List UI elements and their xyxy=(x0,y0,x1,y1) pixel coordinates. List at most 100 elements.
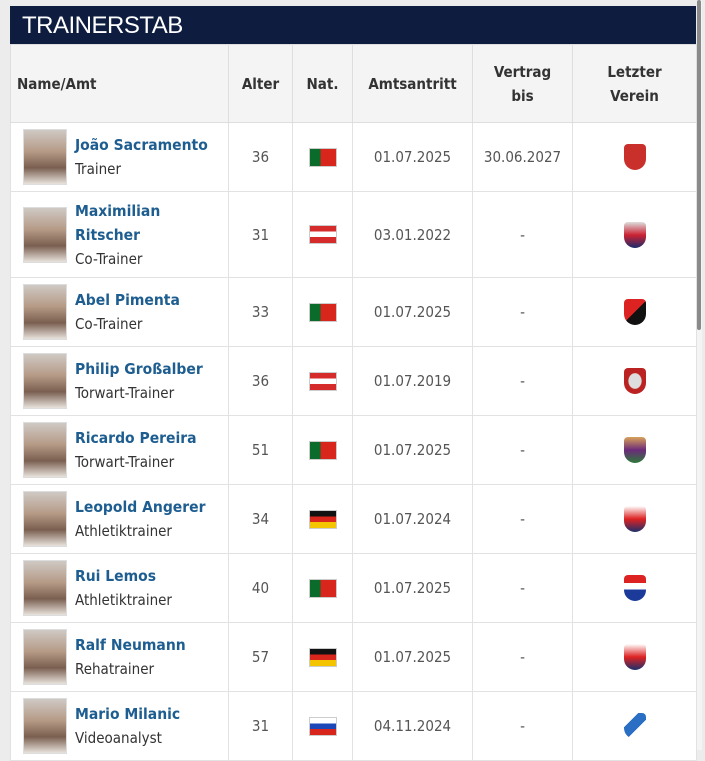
age-cell: 36 xyxy=(228,346,293,416)
contract-cell: - xyxy=(472,622,573,692)
red-blue-c-crest-icon[interactable] xyxy=(623,221,646,248)
staff-photo[interactable] xyxy=(23,284,67,340)
age-cell: 40 xyxy=(228,553,293,623)
age-cell: 33 xyxy=(228,277,293,347)
header-nat: Nat. xyxy=(292,44,353,123)
nat-cell xyxy=(292,415,353,485)
staff-name-link[interactable]: Maximilian Ritscher xyxy=(75,201,161,244)
contract-cell: - xyxy=(472,415,573,485)
staff-photo[interactable] xyxy=(23,491,67,547)
start-cell: 01.07.2025 xyxy=(352,277,473,347)
valladolid-crest-icon[interactable] xyxy=(623,437,646,463)
nat-cell xyxy=(292,191,353,278)
table-row: Abel Pimenta Co-Trainer 33 01.07.2025 - xyxy=(10,277,697,347)
nat-cell xyxy=(292,346,353,416)
age-cell: 51 xyxy=(228,415,293,485)
age-cell: 36 xyxy=(228,122,293,192)
staff-name-link[interactable]: Ricardo Pereira xyxy=(75,429,197,447)
name-cell: Ricardo Pereira Torwart-Trainer xyxy=(10,415,229,485)
staff-role: Videoanalyst xyxy=(75,729,162,747)
staff-name-link[interactable]: João Sacramento xyxy=(75,136,208,154)
staff-name-link[interactable]: Philip Großalber xyxy=(75,360,203,378)
staff-role: Torwart-Trainer xyxy=(75,384,175,402)
blue-swoosh-logo-icon[interactable] xyxy=(623,713,646,739)
staff-role: Rehatrainer xyxy=(75,660,155,678)
scrollbar-thumb[interactable] xyxy=(697,0,701,330)
last-club-cell xyxy=(572,277,697,347)
age-cell: 31 xyxy=(228,191,293,278)
nat-cell xyxy=(292,277,353,347)
header-name: Name/Amt xyxy=(10,44,229,123)
red-bull-crest-icon[interactable] xyxy=(623,644,646,670)
start-cell: 01.07.2025 xyxy=(352,553,473,623)
nat-cell xyxy=(292,691,353,761)
section-title: TRAINERSTAB xyxy=(10,6,696,44)
staff-role: Co-Trainer xyxy=(75,249,143,268)
contract-cell: - xyxy=(472,191,573,278)
name-cell: Rui Lemos Athletiktrainer xyxy=(10,553,229,623)
last-club-cell xyxy=(572,622,697,692)
staff-photo[interactable] xyxy=(23,560,67,616)
table-row: Mario Milanic Videoanalyst 31 04.11.2024… xyxy=(10,691,697,761)
portugal-flag-icon xyxy=(308,440,337,460)
lyon-crest-icon[interactable] xyxy=(623,575,646,601)
table-row: Maximilian Ritscher Co-Trainer 31 03.01.… xyxy=(10,191,697,278)
name-cell: João Sacramento Trainer xyxy=(10,122,229,192)
staff-name-link[interactable]: Abel Pimenta xyxy=(75,291,180,309)
name-cell: Ralf Neumann Rehatrainer xyxy=(10,622,229,692)
last-club-cell xyxy=(572,691,697,761)
staff-role: Athletiktrainer xyxy=(75,522,172,540)
staff-name-link[interactable]: Mario Milanic xyxy=(75,705,181,723)
portugal-flag-icon xyxy=(308,302,337,322)
staff-photo[interactable] xyxy=(23,629,67,685)
start-cell: 04.11.2024 xyxy=(352,691,473,761)
staff-role: Athletiktrainer xyxy=(75,591,172,609)
header-contract: Vertrag bis xyxy=(472,44,573,123)
portugal-flag-icon xyxy=(308,147,337,167)
germany-flag-icon xyxy=(308,647,337,667)
contract-cell: - xyxy=(472,346,573,416)
nat-cell xyxy=(292,484,353,554)
last-club-cell xyxy=(572,191,697,278)
last-club-cell xyxy=(572,346,697,416)
staff-name-link[interactable]: Rui Lemos xyxy=(75,567,157,585)
scrollbar-track[interactable] xyxy=(697,0,702,750)
name-cell: Philip Großalber Torwart-Trainer xyxy=(10,346,229,416)
red-shield-crest-icon[interactable] xyxy=(623,144,646,170)
start-cell: 03.01.2022 xyxy=(352,191,473,278)
table-header: Name/Amt Alter Nat. Amtsantritt Vertrag … xyxy=(10,44,697,123)
last-club-cell xyxy=(572,484,697,554)
staff-table: Name/Amt Alter Nat. Amtsantritt Vertrag … xyxy=(10,44,697,761)
staff-photo[interactable] xyxy=(23,698,67,754)
header-age: Alter xyxy=(228,44,293,123)
contract-cell: - xyxy=(472,277,573,347)
red-round-crest-icon[interactable] xyxy=(623,368,646,394)
red-bull-crest-icon[interactable] xyxy=(623,506,646,532)
name-cell: Abel Pimenta Co-Trainer xyxy=(10,277,229,347)
start-cell: 01.07.2025 xyxy=(352,122,473,192)
staff-photo[interactable] xyxy=(23,129,67,185)
staff-name-link[interactable]: Ralf Neumann xyxy=(75,636,186,654)
staff-role: Torwart-Trainer xyxy=(75,453,175,471)
last-club-cell xyxy=(572,553,697,623)
name-cell: Mario Milanic Videoanalyst xyxy=(10,691,229,761)
slovenia-flag-icon xyxy=(308,716,337,736)
staff-photo[interactable] xyxy=(23,422,67,478)
staff-name-link[interactable]: Leopold Angerer xyxy=(75,498,206,516)
start-cell: 01.07.2025 xyxy=(352,622,473,692)
age-cell: 57 xyxy=(228,622,293,692)
start-cell: 01.07.2019 xyxy=(352,346,473,416)
staff-photo[interactable] xyxy=(23,353,67,409)
austria-flag-icon xyxy=(308,225,337,244)
header-start: Amtsantritt xyxy=(352,44,473,123)
germany-flag-icon xyxy=(308,509,337,529)
coaching-staff-panel: TRAINERSTAB Name/Amt Alter Nat. Amtsantr… xyxy=(10,6,697,761)
contract-cell: 30.06.2027 xyxy=(472,122,573,192)
rennes-crest-icon[interactable] xyxy=(623,299,646,325)
portugal-flag-icon xyxy=(308,578,337,598)
age-cell: 34 xyxy=(228,484,293,554)
name-cell: Leopold Angerer Athletiktrainer xyxy=(10,484,229,554)
table-row: Rui Lemos Athletiktrainer 40 01.07.2025 … xyxy=(10,553,697,623)
staff-photo[interactable] xyxy=(23,206,67,263)
staff-role: Trainer xyxy=(75,160,122,178)
